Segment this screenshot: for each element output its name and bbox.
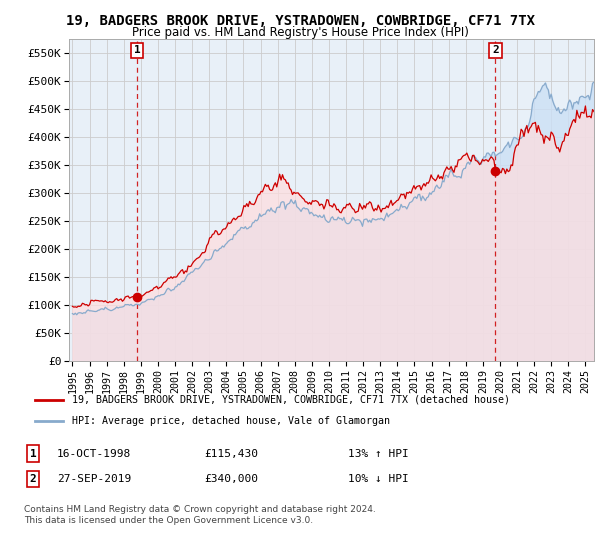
Text: £115,430: £115,430 <box>204 449 258 459</box>
Text: £340,000: £340,000 <box>204 474 258 484</box>
Text: 1: 1 <box>29 449 37 459</box>
Text: 19, BADGERS BROOK DRIVE, YSTRADOWEN, COWBRIDGE, CF71 7TX (detached house): 19, BADGERS BROOK DRIVE, YSTRADOWEN, COW… <box>72 395 510 405</box>
Text: Price paid vs. HM Land Registry's House Price Index (HPI): Price paid vs. HM Land Registry's House … <box>131 26 469 39</box>
Text: 19, BADGERS BROOK DRIVE, YSTRADOWEN, COWBRIDGE, CF71 7TX: 19, BADGERS BROOK DRIVE, YSTRADOWEN, COW… <box>65 14 535 28</box>
Text: 13% ↑ HPI: 13% ↑ HPI <box>348 449 409 459</box>
Text: 1: 1 <box>134 45 140 55</box>
Text: HPI: Average price, detached house, Vale of Glamorgan: HPI: Average price, detached house, Vale… <box>72 416 390 426</box>
Text: Contains HM Land Registry data © Crown copyright and database right 2024.
This d: Contains HM Land Registry data © Crown c… <box>24 505 376 525</box>
Text: 10% ↓ HPI: 10% ↓ HPI <box>348 474 409 484</box>
Text: 2: 2 <box>29 474 37 484</box>
Text: 27-SEP-2019: 27-SEP-2019 <box>57 474 131 484</box>
Text: 2: 2 <box>492 45 499 55</box>
Text: 16-OCT-1998: 16-OCT-1998 <box>57 449 131 459</box>
